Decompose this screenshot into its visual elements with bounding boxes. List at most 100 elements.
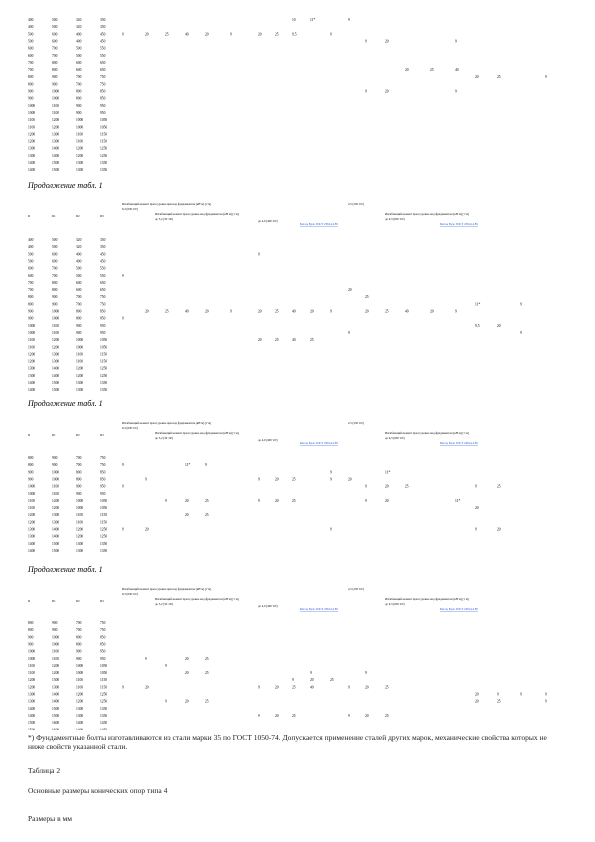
table-cell: 800 <box>28 82 34 86</box>
table-cell: 900 <box>76 111 82 115</box>
table-cell: 900 <box>52 456 58 460</box>
units-note: Размеры в мм <box>28 814 73 823</box>
column-header: D3 <box>100 433 104 437</box>
table-cell: 1250 <box>100 535 107 539</box>
table-cell: 1000 <box>52 310 59 314</box>
table-cell: 1400 <box>28 161 35 165</box>
column-header: Изгибающий момент при в уровне при над ф… <box>122 421 211 425</box>
table-cell: 900 <box>28 635 34 639</box>
table-cell: 20 <box>205 310 209 314</box>
table-cell: 25 <box>292 499 296 503</box>
table-cell: 1050 <box>100 345 107 349</box>
table-cell: 40 <box>405 310 409 314</box>
table-cell: 700 <box>76 621 82 625</box>
table-cell: 750 <box>100 295 106 299</box>
column-header: Изгибающий момент при в уровне над фунда… <box>155 212 239 216</box>
table-cell: 1200 <box>76 374 83 378</box>
table-cell: 1500 <box>52 714 59 718</box>
table-cell: 1400 <box>28 168 35 172</box>
table-cell: 800 <box>52 288 58 292</box>
column-header: Изгибающий момент при в уровне над фунда… <box>155 597 239 601</box>
table-cell: 1150 <box>100 352 107 356</box>
table-cell: 1100 <box>76 520 83 524</box>
table-cell: 900 <box>52 628 58 632</box>
table-cell: 25 <box>405 485 409 489</box>
table-cell: 1150 <box>100 678 107 682</box>
table-cell: 9 <box>348 685 350 689</box>
table-cell: 1400 <box>52 693 59 697</box>
table-cell: 20 <box>185 513 189 517</box>
table-cell: 800 <box>76 97 82 101</box>
table-cell: 25 <box>430 68 434 72</box>
table-cell: 1000 <box>76 338 83 342</box>
table-cell: 900 <box>76 324 82 328</box>
table-cell: 20 <box>258 32 262 36</box>
table-cell: 700 <box>28 288 34 292</box>
table-cell: 20 <box>475 693 479 697</box>
table-cell: 9 <box>330 310 332 314</box>
table-cell: 1200 <box>52 338 59 342</box>
table-cell: 1100 <box>76 678 83 682</box>
table-cell: 1100 <box>52 650 59 654</box>
table-cell: 9 <box>165 664 167 668</box>
table-cell: 1300 <box>76 714 83 718</box>
table-cell: 500 <box>76 267 82 271</box>
table-cell: 1200 <box>52 499 59 503</box>
table-cell: 1300 <box>28 367 35 371</box>
table-cell: 650 <box>100 61 106 65</box>
table-cell: 700 <box>76 82 82 86</box>
table-cell: 1300 <box>52 132 59 136</box>
table-cell: 350 <box>100 18 106 22</box>
table-cell: 1000 <box>52 317 59 321</box>
table-cell: 1200 <box>76 147 83 151</box>
table-cell: 25 <box>385 714 389 718</box>
table-cell: 1500 <box>28 721 35 725</box>
table-cell: 700 <box>76 628 82 632</box>
table-cell: 11* <box>455 499 460 503</box>
table-cell: 40 <box>310 685 314 689</box>
table-cell: 500 <box>76 47 82 51</box>
table-cell: 9 <box>365 671 367 675</box>
table-cell: 20 <box>185 700 189 704</box>
table-cell: 9 <box>475 485 477 489</box>
column-header: до 6,3 (630·10³) <box>385 436 405 441</box>
table-cell: 1000 <box>76 345 83 349</box>
table-cell: 9 <box>122 317 124 321</box>
column-header: D <box>28 599 31 603</box>
table-cell: 1200 <box>76 154 83 158</box>
table-cell: 11* <box>475 302 480 306</box>
table-caption: Продолжение табл. 1 <box>27 181 103 190</box>
table-cell: 1350 <box>100 161 107 165</box>
table-cell: 1600 <box>52 721 59 725</box>
table-cell: 25 <box>205 657 209 661</box>
table-cell: 900 <box>28 90 34 94</box>
table-cell: 1000 <box>52 635 59 639</box>
table-cell: 400 <box>28 25 34 29</box>
table-cell: 500 <box>28 252 34 256</box>
table-cell: 850 <box>100 97 106 101</box>
table-cell: 1450 <box>100 728 107 730</box>
table-cell: 20 <box>475 700 479 704</box>
table-cell: 1000 <box>28 324 35 328</box>
column-header: до 6,3 (630·10³) <box>385 217 405 222</box>
table-cell: 1100 <box>76 140 83 144</box>
table-cell: 900 <box>28 470 34 474</box>
table-cell: 20 <box>145 685 149 689</box>
table-cell: 1300 <box>52 140 59 144</box>
column-header: D2 <box>76 433 80 437</box>
table-cell: 1100 <box>52 331 59 335</box>
table-cell: 20 <box>475 75 479 79</box>
table-cell: 20 <box>365 685 369 689</box>
table-cell: 400 <box>28 18 34 22</box>
column-header: D1 <box>52 599 56 603</box>
table-cell: 20 <box>275 714 279 718</box>
table-cell: 9 <box>145 477 147 481</box>
table-cell: 900 <box>28 477 34 481</box>
table-cell: 800 <box>28 75 34 79</box>
table-cell: 1200 <box>52 671 59 675</box>
table-cell: 9 <box>122 32 124 36</box>
table-cell: 1100 <box>28 345 35 349</box>
table-cell: 1200 <box>28 132 35 136</box>
table-cell: 750 <box>100 628 106 632</box>
